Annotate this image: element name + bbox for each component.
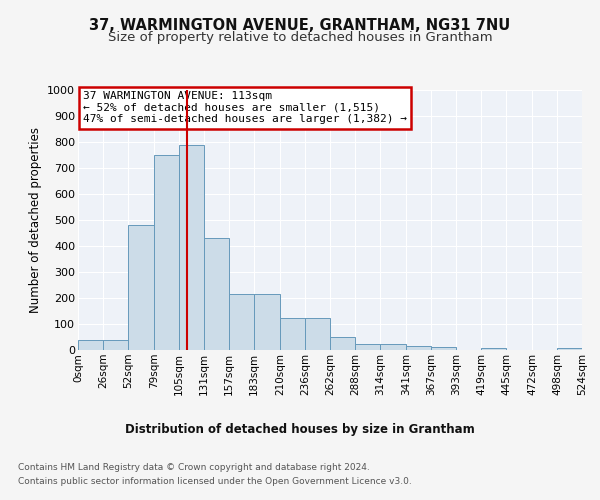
Bar xyxy=(355,344,380,350)
Text: Distribution of detached houses by size in Grantham: Distribution of detached houses by size … xyxy=(125,422,475,436)
Bar xyxy=(481,348,506,350)
Text: Contains public sector information licensed under the Open Government Licence v3: Contains public sector information licen… xyxy=(18,478,412,486)
Bar xyxy=(179,144,204,350)
Y-axis label: Number of detached properties: Number of detached properties xyxy=(29,127,41,313)
Bar xyxy=(229,294,254,350)
Bar xyxy=(557,348,582,350)
Bar xyxy=(154,155,179,350)
Bar xyxy=(78,340,103,350)
Bar xyxy=(280,318,305,350)
Bar xyxy=(431,348,456,350)
Bar xyxy=(330,337,355,350)
Bar xyxy=(103,340,128,350)
Bar xyxy=(406,346,431,350)
Bar xyxy=(380,344,406,350)
Text: Size of property relative to detached houses in Grantham: Size of property relative to detached ho… xyxy=(107,31,493,44)
Bar xyxy=(204,238,229,350)
Text: 37 WARMINGTON AVENUE: 113sqm
← 52% of detached houses are smaller (1,515)
47% of: 37 WARMINGTON AVENUE: 113sqm ← 52% of de… xyxy=(83,92,407,124)
Bar xyxy=(128,225,154,350)
Bar xyxy=(305,318,330,350)
Text: Contains HM Land Registry data © Crown copyright and database right 2024.: Contains HM Land Registry data © Crown c… xyxy=(18,462,370,471)
Bar xyxy=(254,294,280,350)
Text: 37, WARMINGTON AVENUE, GRANTHAM, NG31 7NU: 37, WARMINGTON AVENUE, GRANTHAM, NG31 7N… xyxy=(89,18,511,32)
